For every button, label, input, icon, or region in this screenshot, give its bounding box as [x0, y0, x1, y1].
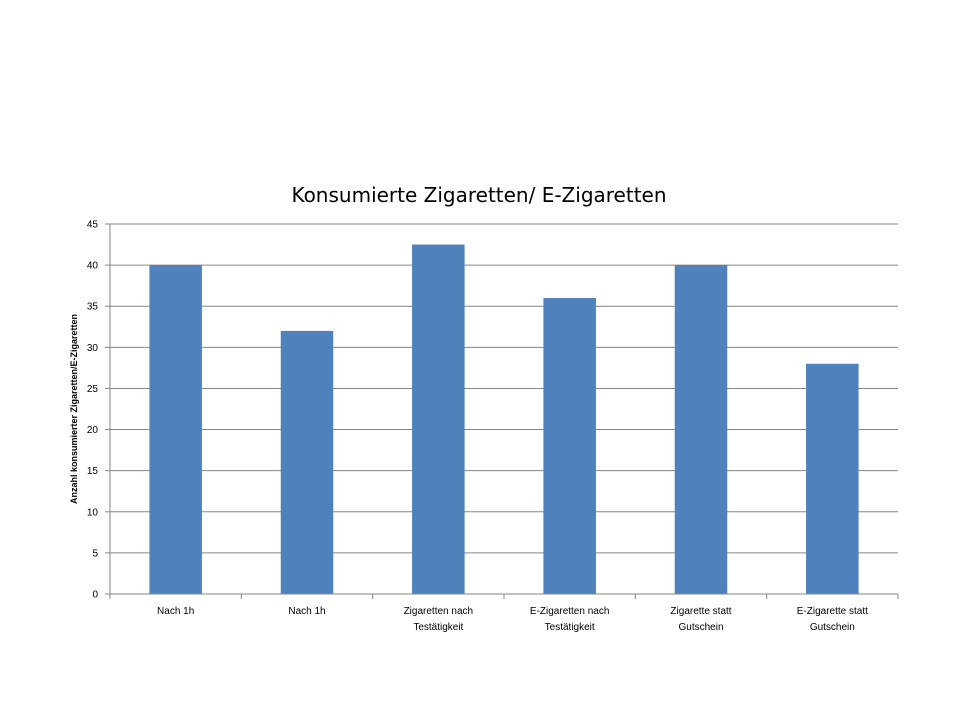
- bar: [543, 298, 596, 594]
- y-tick-label: 30: [87, 343, 99, 354]
- y-tick-label: 40: [87, 261, 99, 272]
- y-tick-label: 10: [87, 507, 99, 518]
- bar: [674, 265, 728, 594]
- x-tick-label: Nach 1h: [157, 606, 194, 617]
- x-tick-label: Zigarette statt Gutschein: [670, 606, 731, 633]
- y-tick-label: 20: [87, 425, 99, 436]
- y-tick-label: 5: [92, 548, 98, 559]
- bars: [149, 244, 859, 595]
- bar: [412, 244, 465, 595]
- bar: [149, 265, 202, 594]
- x-tick-label: Zigaretten nach Testätigkeit: [404, 606, 474, 633]
- y-axis-label: Anzahl konsumierter Zigaretten/E-Zigaret…: [69, 314, 79, 504]
- y-tick-label: 0: [92, 590, 98, 601]
- x-tick-label: E-Zigarette statt Gutschein: [797, 606, 868, 633]
- bar: [806, 363, 859, 594]
- y-tick-label: 35: [87, 302, 99, 313]
- y-tick-label: 45: [87, 220, 99, 231]
- x-tick-label: E-Zigaretten nach Testätigkeit: [530, 606, 610, 633]
- y-tick-label: 25: [87, 384, 99, 395]
- gridlines: [105, 223, 898, 595]
- x-tick-label: Nach 1h: [288, 606, 325, 617]
- chart-title: Konsumierte Zigaretten/ E-Zigaretten: [291, 183, 666, 207]
- y-tick-label: 15: [87, 466, 99, 477]
- x-tick-labels: Nach 1h Nach 1h Zigaretten nach Testätigkei…: [109, 594, 899, 633]
- y-tick-labels: 0 5 10 15 20 25 30 35 40 45: [87, 220, 99, 601]
- bar: [280, 330, 334, 594]
- axes: [109, 224, 898, 595]
